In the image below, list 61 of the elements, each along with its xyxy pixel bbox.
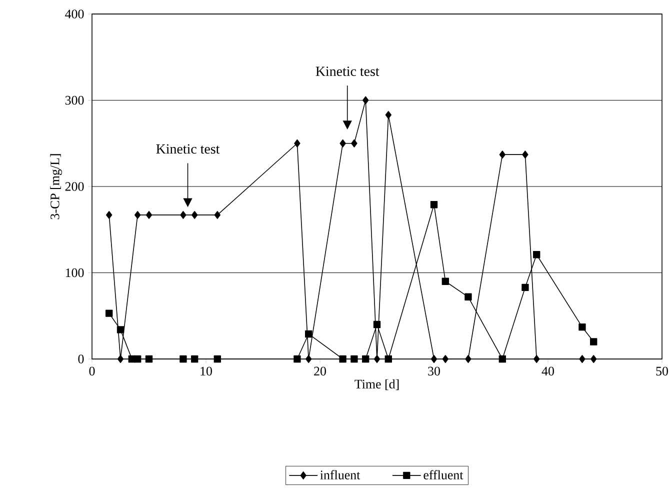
point: [362, 96, 369, 104]
point: [498, 355, 506, 363]
point: [117, 355, 124, 363]
point: [351, 139, 358, 148]
legend-label: effluent: [424, 470, 464, 480]
point: [339, 355, 346, 363]
point: [116, 326, 124, 334]
point: [384, 355, 392, 363]
point: [134, 355, 142, 363]
point: [373, 320, 381, 328]
point: [579, 355, 586, 363]
point: [294, 355, 301, 363]
x-tick-label: 20: [314, 366, 326, 376]
point: [106, 310, 113, 317]
point: [214, 355, 221, 363]
point: [294, 139, 300, 148]
point: [534, 355, 540, 363]
point: [430, 201, 438, 208]
y-tick-label: 200: [65, 182, 84, 191]
point: [442, 278, 449, 285]
y-tick-label: 0: [78, 354, 84, 364]
y-tick-label: 100: [66, 268, 84, 278]
point: [192, 210, 198, 219]
legend-label: influent: [320, 470, 360, 480]
x-tick-label: 0: [89, 366, 95, 376]
point: [134, 210, 141, 219]
x-tick-label: 10: [200, 366, 212, 376]
point: [374, 355, 380, 363]
point: [305, 330, 312, 338]
x-tick-label: 40: [542, 366, 554, 376]
point: [180, 355, 187, 363]
point: [499, 150, 506, 159]
point: [430, 355, 438, 363]
point: [340, 139, 346, 148]
point: [146, 210, 152, 219]
point: [106, 210, 112, 219]
y-tick-label: 300: [65, 96, 84, 105]
point: [578, 324, 586, 331]
point: [214, 210, 220, 219]
annotation: Kinetic test: [316, 66, 380, 76]
point: [191, 355, 198, 363]
y-axis-title: 3-CP [mg/L]: [50, 154, 62, 220]
point: [465, 355, 472, 363]
point: [362, 355, 370, 363]
point: [385, 110, 392, 119]
point: [590, 338, 598, 346]
point: [145, 355, 153, 363]
point: [590, 355, 597, 363]
point: [522, 284, 529, 291]
x-tick-label: 50: [656, 366, 668, 376]
point: [464, 293, 472, 300]
annotation: Kinetic test: [156, 144, 220, 154]
point: [442, 355, 448, 363]
x-tick-label: 30: [428, 366, 440, 376]
point: [533, 251, 540, 258]
point: [306, 355, 312, 363]
point: [180, 210, 186, 219]
point: [350, 355, 358, 363]
x-axis-title: Time [d]: [354, 379, 399, 390]
point: [522, 150, 528, 159]
y-tick-label: 400: [65, 10, 84, 18]
